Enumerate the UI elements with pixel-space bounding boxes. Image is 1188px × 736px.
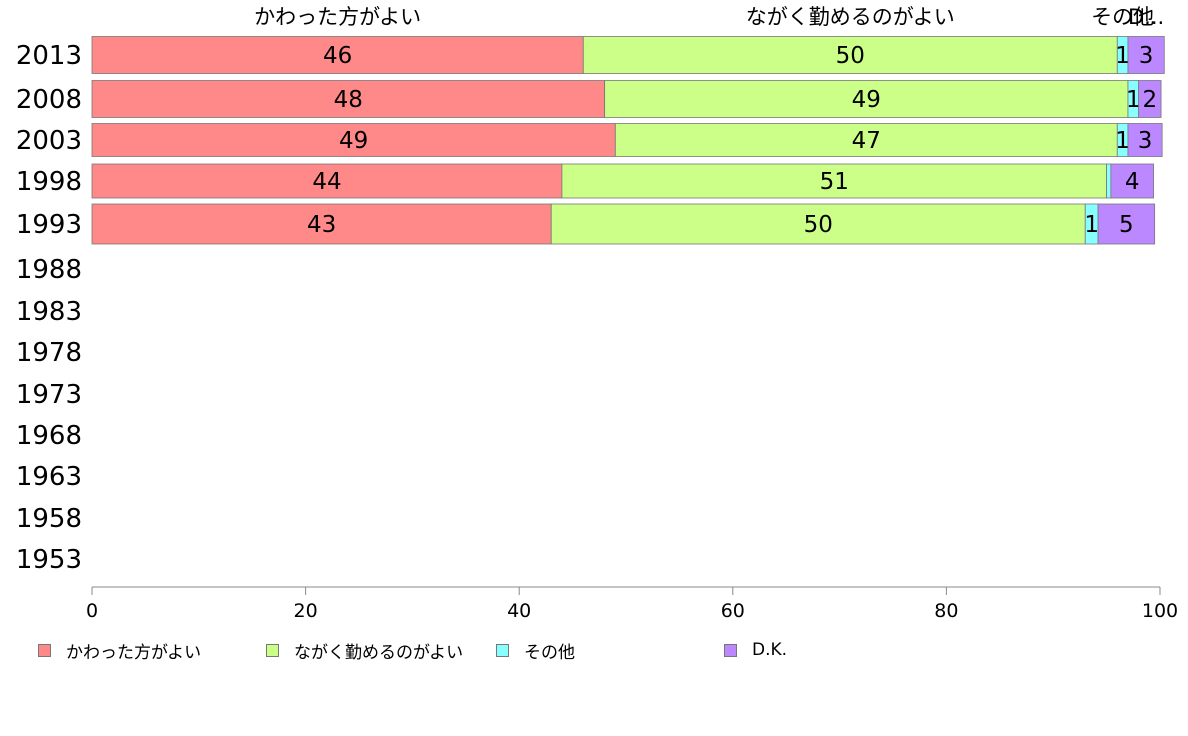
bar-label-2003-series-0: 49 bbox=[339, 128, 368, 154]
y-tick-label-2003: 2003 bbox=[16, 126, 82, 156]
bar-1993-series-3 bbox=[1097, 203, 1156, 245]
top-series-label-2: その他 bbox=[1091, 5, 1154, 29]
x-tick-label-20: 20 bbox=[294, 600, 318, 622]
bar-1998-series-3 bbox=[1110, 163, 1154, 199]
x-tick-label-40: 40 bbox=[507, 600, 531, 622]
bar-label-1998-series-1: 51 bbox=[820, 169, 849, 195]
legend-label-dk: D.K. bbox=[752, 640, 788, 660]
bar-label-2013-series-2: 1 bbox=[1115, 43, 1130, 69]
y-tick-label-1983: 1983 bbox=[16, 297, 82, 327]
y-tick-label-1973: 1973 bbox=[16, 380, 82, 410]
y-tick-label-1998: 1998 bbox=[16, 167, 82, 197]
legend-item-sonota: その他 bbox=[496, 638, 575, 663]
bar-2008-series-3 bbox=[1138, 80, 1162, 118]
x-tick-label-100: 100 bbox=[1142, 600, 1178, 622]
top-series-label-1: ながく勤めるのがよい bbox=[746, 5, 955, 29]
bar-label-2008-series-1: 49 bbox=[852, 87, 881, 113]
bar-1998-series-1 bbox=[561, 163, 1107, 199]
legend-swatch-sonota bbox=[496, 643, 509, 657]
legend-swatch-nagaku bbox=[266, 643, 279, 657]
bar-label-2013-series-3: 3 bbox=[1139, 43, 1154, 69]
bar-label-1993-series-1: 50 bbox=[804, 212, 833, 238]
bar-2013-series-0 bbox=[91, 36, 584, 74]
bar-label-2003-series-2: 1 bbox=[1115, 128, 1130, 154]
bar-label-1993-series-3: 5 bbox=[1119, 212, 1134, 238]
bar-1998-series-2 bbox=[1106, 163, 1112, 199]
bar-1998-series-0 bbox=[91, 163, 563, 199]
y-tick-label-1958: 1958 bbox=[16, 504, 82, 534]
bar-label-1998-series-0: 44 bbox=[312, 169, 341, 195]
bar-label-2003-series-3: 3 bbox=[1138, 128, 1153, 154]
bar-label-2003-series-1: 47 bbox=[852, 128, 881, 154]
legend-label-nagaku: ながく勤めるのがよい bbox=[294, 642, 464, 663]
bar-label-1993-series-2: 1 bbox=[1084, 212, 1099, 238]
x-tick-label-60: 60 bbox=[721, 600, 745, 622]
bar-label-2008-series-2: 1 bbox=[1126, 87, 1141, 113]
legend-label-sonota: その他 bbox=[524, 642, 575, 663]
legend-item-dk: D.K. bbox=[724, 638, 787, 662]
bar-2013-series-1 bbox=[582, 36, 1118, 74]
bar-2008-series-0 bbox=[91, 80, 606, 118]
legend-item-kawatta: かわった方がよい bbox=[38, 638, 202, 663]
legend-item-nagaku: ながく勤めるのがよい bbox=[266, 638, 464, 663]
bar-1993-series-0 bbox=[91, 203, 552, 245]
y-tick-label-1968: 1968 bbox=[16, 421, 82, 451]
y-tick-label-2013: 2013 bbox=[16, 41, 82, 71]
y-tick-label-1993: 1993 bbox=[16, 210, 82, 240]
bar-label-1998-series-3: 4 bbox=[1125, 169, 1140, 195]
bar-label-2008-series-3: 2 bbox=[1143, 87, 1158, 113]
bar-label-2013-series-1: 50 bbox=[836, 43, 865, 69]
top-series-label-3: D... bbox=[1128, 5, 1164, 29]
legend-swatch-dk bbox=[724, 643, 737, 657]
y-tick-label-1988: 1988 bbox=[16, 255, 82, 285]
bar-2003-series-3 bbox=[1127, 123, 1163, 157]
legend: かわった方がよい ながく勤めるのがよい その他 D.K. bbox=[38, 638, 1138, 663]
y-tick-label-1978: 1978 bbox=[16, 338, 82, 368]
x-tick-label-80: 80 bbox=[934, 600, 958, 622]
bar-1993-series-1 bbox=[550, 203, 1086, 245]
bar-label-2008-series-0: 48 bbox=[334, 87, 363, 113]
bar-label-2013-series-0: 46 bbox=[323, 43, 352, 69]
bar-2003-series-1 bbox=[614, 123, 1118, 157]
stacked-bar-chart: 2013200820031998199319881983197819731968… bbox=[16, 5, 1178, 622]
bar-label-1993-series-0: 43 bbox=[307, 212, 336, 238]
x-tick-label-0: 0 bbox=[86, 600, 98, 622]
y-tick-label-1963: 1963 bbox=[16, 462, 82, 492]
bar-2013-series-3 bbox=[1127, 36, 1165, 74]
top-series-label-0: かわった方がよい bbox=[254, 5, 421, 29]
legend-label-kawatta: かわった方がよい bbox=[66, 642, 202, 663]
y-tick-label-2008: 2008 bbox=[16, 85, 82, 115]
bar-2008-series-1 bbox=[604, 80, 1129, 118]
bar-2003-series-0 bbox=[91, 123, 616, 157]
legend-swatch-kawatta bbox=[38, 643, 51, 657]
y-tick-label-1953: 1953 bbox=[16, 545, 82, 575]
